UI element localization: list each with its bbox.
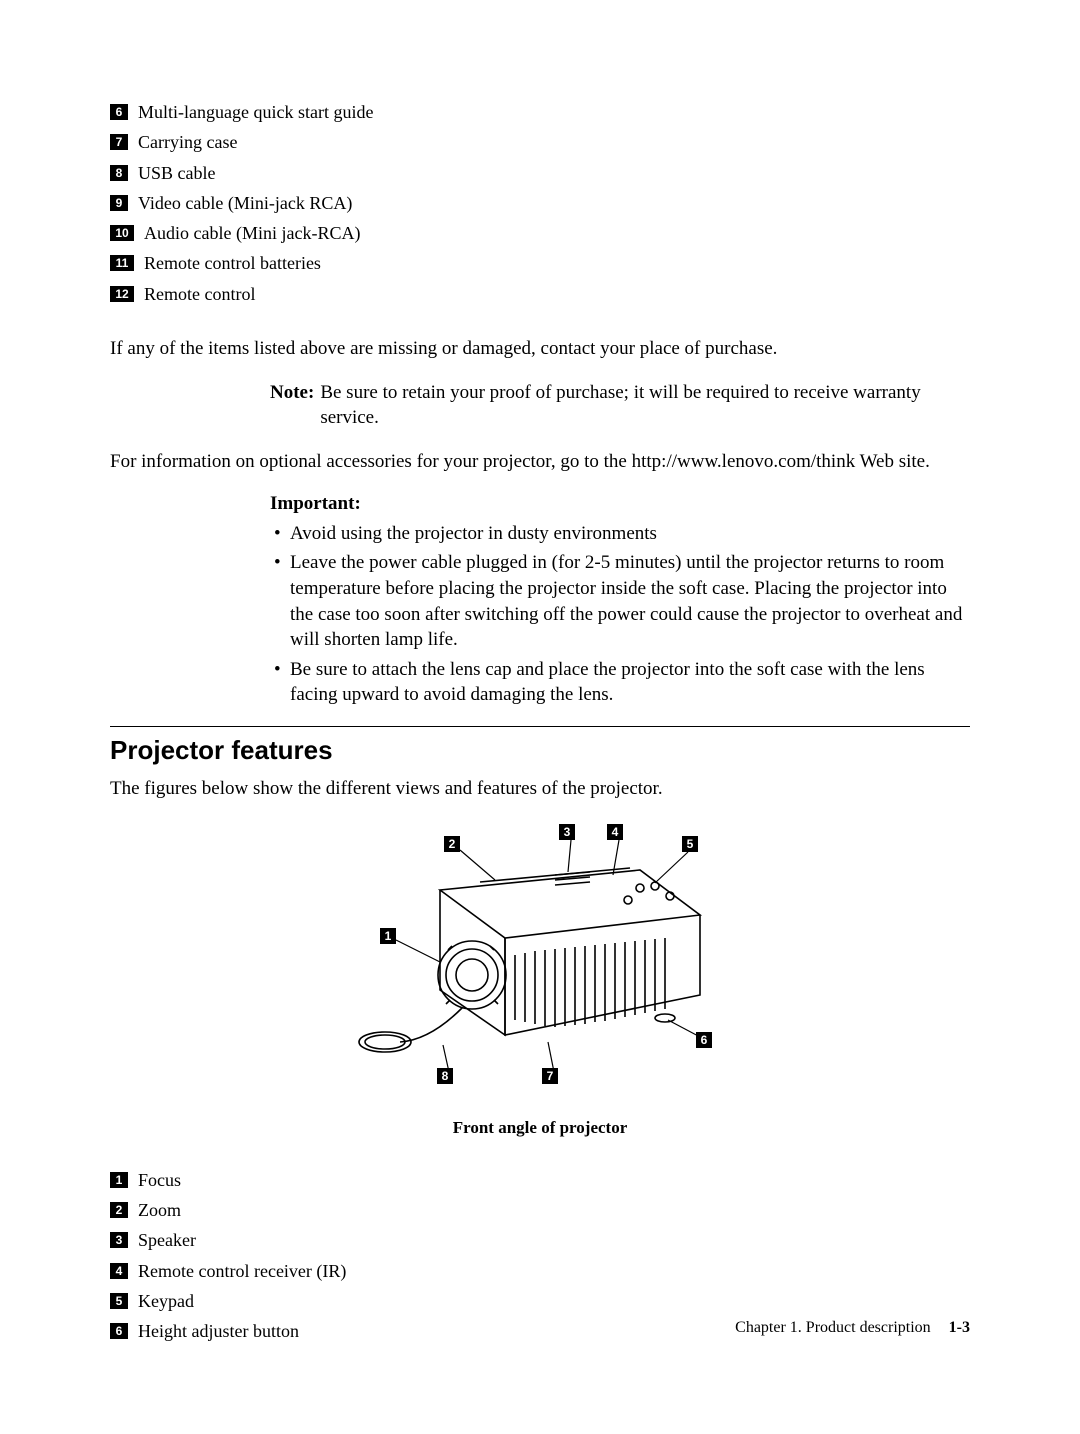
- footer-chapter: Chapter 1. Product description: [735, 1319, 931, 1336]
- accessories-paragraph: For information on optional accessories …: [110, 449, 970, 475]
- callout-3: 3: [564, 825, 571, 839]
- callout-8: 8: [442, 1069, 449, 1083]
- projector-figure: 1 2 3 4 5 6 7 8 Front angle of projector: [110, 820, 970, 1138]
- projector-diagram-svg: 1 2 3 4 5 6 7 8: [330, 820, 750, 1110]
- list-item-label: Keypad: [138, 1289, 194, 1313]
- list-item-label: Remote control receiver (IR): [138, 1259, 346, 1283]
- important-label: Important:: [270, 493, 970, 515]
- list-item-label: Remote control batteries: [144, 251, 321, 275]
- missing-items-paragraph: If any of the items listed above are mis…: [110, 336, 970, 362]
- callout-5: 5: [687, 837, 694, 851]
- footer-page-number: 1-3: [949, 1319, 970, 1336]
- num-badge: 3: [110, 1232, 128, 1248]
- list-item-label: Speaker: [138, 1228, 196, 1252]
- note-label: Note:: [270, 380, 314, 431]
- num-badge: 10: [110, 225, 134, 241]
- package-items-list: 6 Multi-language quick start guide 7 Carry…: [110, 100, 970, 306]
- callout-6: 6: [701, 1033, 708, 1047]
- page-footer: Chapter 1. Product description 1-3: [735, 1319, 970, 1337]
- list-item-label: Audio cable (Mini jack-RCA): [144, 221, 360, 245]
- callout-1: 1: [385, 929, 392, 943]
- list-item: 9 Video cable (Mini-jack RCA): [110, 191, 970, 215]
- list-item: 10 Audio cable (Mini jack-RCA): [110, 221, 970, 245]
- list-item: 2 Zoom: [110, 1198, 970, 1222]
- note-block: Note: Be sure to retain your proof of pu…: [270, 380, 970, 431]
- list-item: 3 Speaker: [110, 1228, 970, 1252]
- num-badge: 9: [110, 195, 128, 211]
- num-badge: 5: [110, 1293, 128, 1309]
- list-item-label: Remote control: [144, 282, 255, 306]
- list-item-label: Zoom: [138, 1198, 181, 1222]
- num-badge: 6: [110, 104, 128, 120]
- note-body: Be sure to retain your proof of purchase…: [320, 380, 970, 431]
- num-badge: 8: [110, 165, 128, 181]
- num-badge: 7: [110, 134, 128, 150]
- section-rule: [110, 726, 970, 727]
- list-item-label: Focus: [138, 1168, 181, 1192]
- list-item-label: USB cable: [138, 161, 215, 185]
- num-badge: 11: [110, 255, 134, 271]
- bullet-item: Avoid using the projector in dusty envir…: [270, 521, 970, 547]
- num-badge: 1: [110, 1172, 128, 1188]
- list-item: 5 Keypad: [110, 1289, 970, 1313]
- list-item-label: Multi-language quick start guide: [138, 100, 373, 124]
- list-item-label: Height adjuster button: [138, 1319, 299, 1343]
- figure-caption: Front angle of projector: [110, 1118, 970, 1138]
- section-intro: The figures below show the different vie…: [110, 776, 970, 802]
- list-item: 12 Remote control: [110, 282, 970, 306]
- list-item-label: Video cable (Mini-jack RCA): [138, 191, 352, 215]
- list-item: 8 USB cable: [110, 161, 970, 185]
- list-item: 1 Focus: [110, 1168, 970, 1192]
- num-badge: 6: [110, 1323, 128, 1339]
- num-badge: 4: [110, 1263, 128, 1279]
- callout-2: 2: [449, 837, 456, 851]
- callout-4: 4: [612, 825, 619, 839]
- bullet-item: Leave the power cable plugged in (for 2-…: [270, 550, 970, 653]
- num-badge: 12: [110, 286, 134, 302]
- bullet-item: Be sure to attach the lens cap and place…: [270, 657, 970, 708]
- list-item: 4 Remote control receiver (IR): [110, 1259, 970, 1283]
- callout-7: 7: [547, 1069, 554, 1083]
- list-item: 7 Carrying case: [110, 130, 970, 154]
- important-bullet-list: Avoid using the projector in dusty envir…: [270, 521, 970, 708]
- feature-list: 1 Focus 2 Zoom 3 Speaker 4 Remote control re…: [110, 1168, 970, 1344]
- num-badge: 2: [110, 1202, 128, 1218]
- list-item: 11 Remote control batteries: [110, 251, 970, 275]
- list-item-label: Carrying case: [138, 130, 237, 154]
- list-item: 6 Multi-language quick start guide: [110, 100, 970, 124]
- section-heading: Projector features: [110, 735, 970, 766]
